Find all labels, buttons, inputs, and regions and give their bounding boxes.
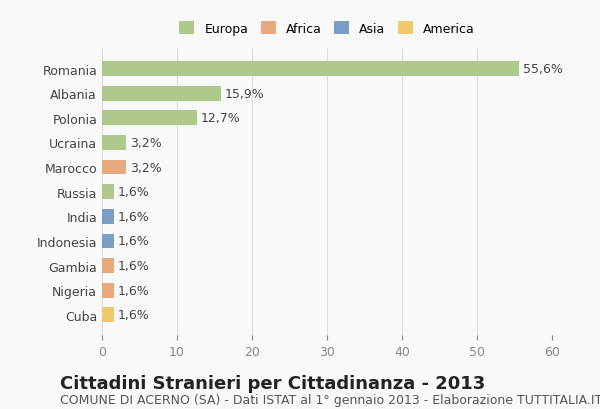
Bar	[102, 87, 221, 101]
Text: 1,6%: 1,6%	[118, 308, 149, 321]
Text: Cittadini Stranieri per Cittadinanza - 2013: Cittadini Stranieri per Cittadinanza - 2…	[60, 374, 485, 392]
Text: 3,2%: 3,2%	[130, 137, 161, 150]
Bar	[102, 62, 519, 77]
Bar	[102, 136, 126, 151]
Bar	[102, 209, 114, 224]
Bar	[102, 234, 114, 249]
Bar	[102, 111, 197, 126]
Legend: Europa, Africa, Asia, America: Europa, Africa, Asia, America	[176, 18, 478, 39]
Bar	[102, 160, 126, 175]
Text: 3,2%: 3,2%	[130, 161, 161, 174]
Bar	[102, 308, 114, 322]
Text: 55,6%: 55,6%	[523, 63, 563, 76]
Text: 1,6%: 1,6%	[118, 210, 149, 223]
Text: 1,6%: 1,6%	[118, 186, 149, 199]
Bar	[102, 258, 114, 273]
Text: 15,9%: 15,9%	[225, 88, 265, 101]
Bar	[102, 185, 114, 200]
Text: 12,7%: 12,7%	[201, 112, 241, 125]
Bar	[102, 283, 114, 298]
Text: 1,6%: 1,6%	[118, 284, 149, 297]
Text: COMUNE DI ACERNO (SA) - Dati ISTAT al 1° gennaio 2013 - Elaborazione TUTTITALIA.: COMUNE DI ACERNO (SA) - Dati ISTAT al 1°…	[60, 393, 600, 407]
Text: 1,6%: 1,6%	[118, 235, 149, 248]
Text: 1,6%: 1,6%	[118, 259, 149, 272]
